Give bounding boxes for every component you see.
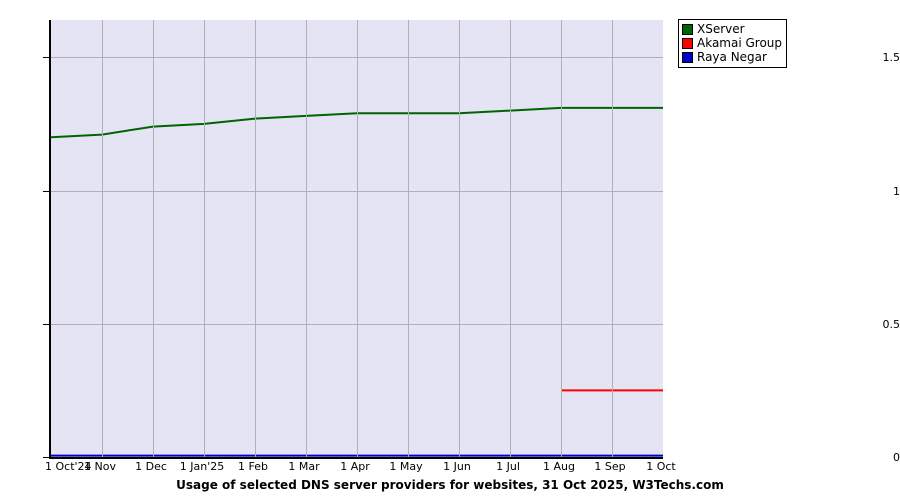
legend-item: Akamai Group	[682, 36, 782, 50]
x-axis-tick-label: 1 Feb	[238, 460, 268, 473]
gridline-vertical	[102, 20, 103, 457]
legend-item-label: Raya Negar	[697, 50, 767, 64]
gridline-vertical	[408, 20, 409, 457]
gridline-vertical	[153, 20, 154, 457]
y-axis-tick-label: 1	[893, 184, 900, 198]
x-axis-tick-label: 1 Sep	[594, 460, 626, 473]
y-axis-tick-mark	[43, 190, 49, 192]
legend-item-label: XServer	[697, 22, 745, 36]
gridline-vertical	[255, 20, 256, 457]
gridline-vertical	[357, 20, 358, 457]
plot-area	[49, 20, 663, 459]
chart-caption: Usage of selected DNS server providers f…	[176, 478, 724, 492]
legend-item: XServer	[682, 22, 782, 36]
gridline-vertical	[459, 20, 460, 457]
gridline-vertical	[306, 20, 307, 457]
gridline-vertical	[561, 20, 562, 457]
x-axis-tick-label: 1 Mar	[288, 460, 320, 473]
x-axis-tick-label: 1 May	[389, 460, 423, 473]
x-axis-tick-label: 1 Oct	[646, 460, 676, 473]
y-axis-tick-label: 0	[893, 451, 900, 464]
legend-item: Raya Negar	[682, 50, 782, 64]
x-axis-tick-label: 1 Jan'25	[179, 460, 225, 473]
legend-swatch-icon	[682, 51, 693, 63]
legend-swatch-icon	[682, 23, 693, 35]
legend-item-label: Akamai Group	[697, 36, 783, 50]
x-axis-tick-label: 1 Oct'24	[45, 460, 92, 473]
gridline-vertical	[612, 20, 613, 457]
plot-inner	[51, 20, 663, 457]
x-axis-tick-label: 1 Jun	[443, 460, 471, 473]
x-axis-tick-label: 1 Nov	[84, 460, 116, 473]
chart-legend: XServer Akamai Group Raya Negar	[678, 19, 788, 68]
y-axis-tick-label: 0.5	[882, 317, 900, 331]
gridline-vertical	[204, 20, 205, 457]
y-axis-tick-mark	[43, 457, 49, 458]
x-axis-tick-label: 1 Apr	[340, 460, 370, 473]
y-axis-tick-mark	[43, 57, 49, 59]
x-axis-tick-label: 1 Aug	[543, 460, 575, 473]
gridline-vertical	[510, 20, 511, 457]
legend-swatch-icon	[682, 37, 693, 49]
x-axis-tick-label: 1 Jul	[496, 460, 520, 473]
x-axis-tick-label: 1 Dec	[135, 460, 167, 473]
y-axis-tick-label: 1.5	[882, 51, 900, 65]
y-axis-tick-mark	[43, 323, 49, 325]
